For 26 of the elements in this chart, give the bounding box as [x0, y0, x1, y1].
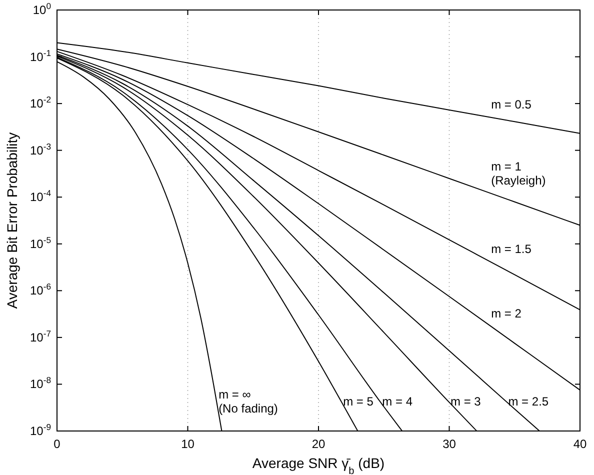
- series-label: m = 1 (Rayleigh): [491, 159, 546, 188]
- series-label: m = 4: [382, 394, 413, 409]
- x-tick-label: 40: [573, 437, 587, 451]
- x-axis-title: Average SNR γ̄$_{b}$ (dB): [252, 455, 385, 475]
- series-label: m = 1.5: [491, 242, 532, 256]
- series-label: m = 3: [450, 394, 482, 409]
- series-label: m = 2: [491, 306, 522, 320]
- y-tick-label: 10$^{-5}$: [30, 234, 52, 251]
- y-tick-label: 10$^{-6}$: [30, 282, 52, 298]
- series-label: m = ∞ (No fading): [218, 388, 278, 416]
- y-tick-label: 10$^{-4}$: [30, 188, 52, 204]
- series-label: m = 0.5: [491, 97, 532, 112]
- series-label: m = 2.5: [508, 394, 549, 409]
- y-tick-label: 10$^{-1}$: [30, 48, 52, 64]
- x-tick-label: 30: [442, 437, 456, 451]
- x-tick-label: 0: [54, 437, 61, 451]
- y-tick-label: 10$^{0}$: [32, 1, 52, 17]
- series-label: m = 5: [343, 394, 374, 409]
- x-tick-label: 10: [181, 437, 195, 451]
- y-tick-label: 10$^{-7}$: [30, 328, 52, 344]
- y-axis-title: Average Bit Error Probability: [4, 132, 20, 309]
- y-tick-label: 10$^{-9}$: [30, 422, 52, 438]
- y-tick-label: 10$^{-2}$: [30, 94, 52, 111]
- y-tick-label: 10$^{-3}$: [30, 141, 52, 158]
- y-tick-label: 10$^{-8}$: [30, 375, 52, 392]
- x-tick-label: 20: [312, 437, 326, 451]
